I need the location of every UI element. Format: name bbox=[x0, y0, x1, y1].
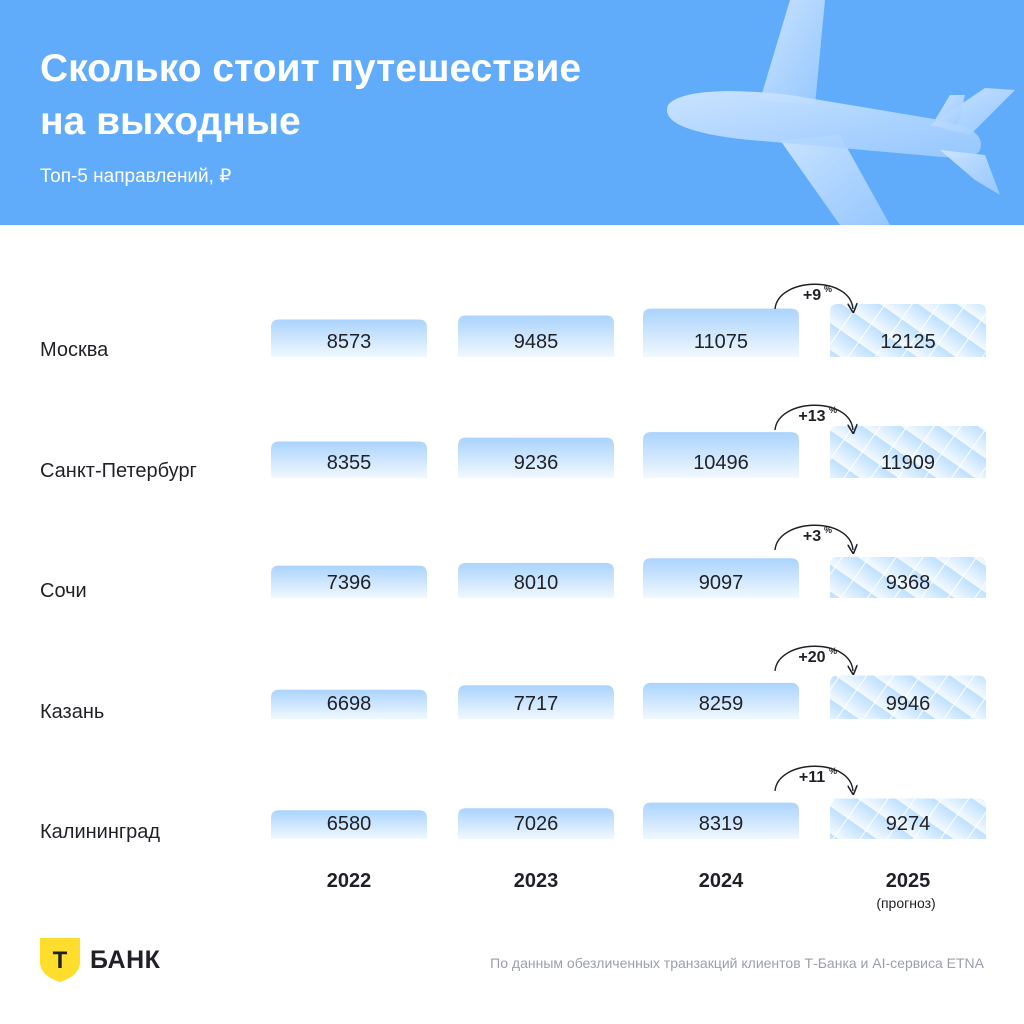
bar-value-label: 9274 bbox=[886, 813, 931, 835]
data-source-note: По данным обезличенных транзакций клиент… bbox=[490, 955, 984, 971]
bar-value-label: 12125 bbox=[880, 331, 936, 353]
page-subtitle: Топ-5 направлений, ₽ bbox=[40, 166, 232, 187]
growth-arrow bbox=[774, 645, 853, 671]
growth-arrow bbox=[774, 765, 853, 791]
airplane-icon bbox=[666, 0, 1015, 225]
forecast-bar bbox=[830, 425, 986, 478]
bar-value-label: 9368 bbox=[886, 572, 931, 594]
bar bbox=[458, 685, 614, 719]
page-title: Сколько стоит путешествие на выходные bbox=[40, 47, 582, 143]
growth-label: +3 bbox=[803, 528, 821, 545]
growth-label: +13 bbox=[798, 408, 825, 425]
bar-value-label: 8010 bbox=[514, 572, 559, 594]
bar bbox=[643, 432, 799, 478]
bar bbox=[458, 437, 614, 478]
bar-value-label: 10496 bbox=[693, 452, 749, 474]
growth-label: +9 bbox=[803, 287, 821, 304]
bar bbox=[271, 810, 427, 839]
year-label: 2025 bbox=[886, 870, 931, 892]
bar-value-label: 7717 bbox=[514, 693, 559, 715]
bar-value-label: 6580 bbox=[327, 813, 372, 835]
forecast-note: (прогноз) bbox=[876, 895, 935, 911]
forecast-bar bbox=[830, 798, 986, 839]
bar-value-label: 9485 bbox=[514, 331, 559, 353]
bar-value-label: 6698 bbox=[327, 693, 372, 715]
year-label: 2022 bbox=[327, 870, 372, 892]
bar-value-label: 8319 bbox=[699, 813, 744, 835]
growth-unit: % bbox=[829, 646, 837, 656]
header-banner: Сколько стоит путешествие на выходные То… bbox=[0, 0, 1024, 225]
category-label: Санкт-Петербург bbox=[40, 460, 197, 482]
bar-value-label: 9236 bbox=[514, 452, 559, 474]
category-label: Калининград bbox=[40, 821, 160, 843]
forecast-bar bbox=[830, 304, 986, 357]
bar-value-label: 7026 bbox=[514, 813, 559, 835]
bar bbox=[643, 802, 799, 839]
bar-value-label: 11909 bbox=[881, 452, 935, 474]
brand-name: БАНК bbox=[90, 945, 161, 974]
growth-unit: % bbox=[824, 525, 832, 535]
growth-unit: % bbox=[829, 766, 837, 776]
bar-value-label: 9946 bbox=[886, 693, 931, 715]
bar-value-label: 8573 bbox=[327, 331, 372, 353]
bar-value-label: 8355 bbox=[327, 452, 372, 474]
growth-label: +11 bbox=[799, 769, 825, 786]
bar-value-label: 8259 bbox=[699, 693, 744, 715]
category-label: Сочи bbox=[40, 580, 87, 602]
growth-label: +20 bbox=[798, 649, 825, 666]
growth-unit: % bbox=[824, 284, 832, 294]
bar bbox=[271, 441, 427, 478]
bar-value-label: 7396 bbox=[327, 572, 372, 594]
growth-arrow bbox=[774, 404, 853, 430]
bar bbox=[643, 558, 799, 598]
growth-unit: % bbox=[829, 405, 837, 415]
bar bbox=[458, 315, 614, 357]
brand-logo: Т БАНК bbox=[40, 938, 160, 982]
category-label: Казань bbox=[40, 701, 104, 723]
growth-arrow bbox=[774, 524, 853, 550]
bar bbox=[271, 319, 427, 357]
forecast-bar bbox=[830, 557, 986, 598]
bar bbox=[643, 682, 799, 719]
bar bbox=[271, 689, 427, 719]
forecast-bar bbox=[830, 675, 986, 719]
bar-value-label: 9097 bbox=[699, 572, 744, 594]
category-label: Москва bbox=[40, 339, 109, 361]
bar bbox=[458, 562, 614, 598]
bar bbox=[271, 565, 427, 598]
year-label: 2023 bbox=[514, 870, 559, 892]
growth-arrow bbox=[774, 283, 853, 309]
bar bbox=[458, 808, 614, 839]
bar-value-label: 11075 bbox=[694, 331, 748, 353]
logo-letter: Т bbox=[53, 947, 68, 974]
price-chart: Москва 8573 9485 11075 12125 +9 % Санкт-Петербу… bbox=[40, 283, 986, 911]
shield-logo-icon: Т bbox=[40, 938, 80, 982]
bar bbox=[643, 308, 799, 357]
year-label: 2024 bbox=[699, 870, 744, 892]
